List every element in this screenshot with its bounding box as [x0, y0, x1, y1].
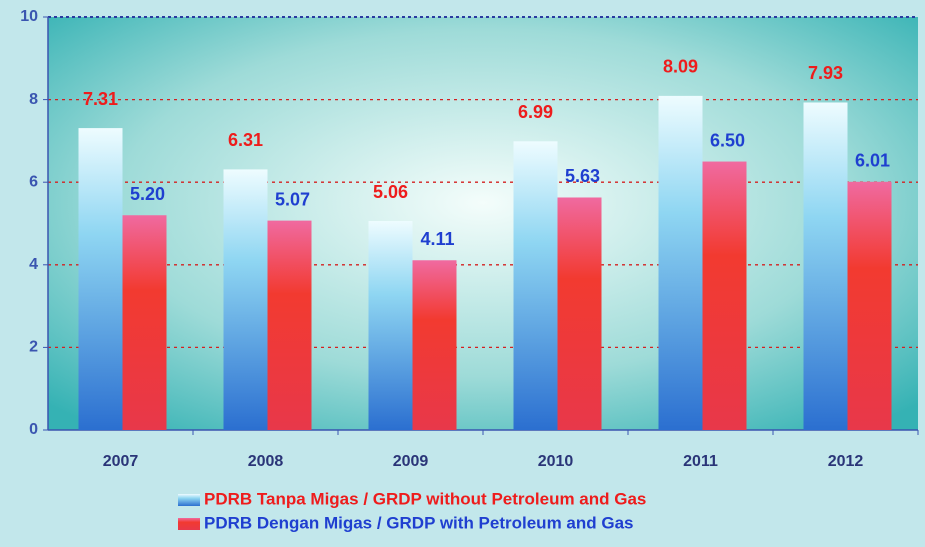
value-label: 7.31: [83, 89, 118, 109]
value-label: 5.20: [130, 184, 165, 204]
y-tick-label: 8: [29, 91, 38, 108]
plot-area: [48, 17, 918, 430]
y-tick-label: 4: [29, 256, 38, 273]
bar: [659, 96, 703, 430]
bar: [369, 221, 413, 430]
value-label: 8.09: [663, 57, 698, 77]
value-label: 6.99: [518, 102, 553, 122]
y-tick-label: 10: [20, 8, 38, 25]
value-label: 5.63: [565, 166, 600, 186]
legend-swatch: [178, 494, 200, 506]
y-tick-label: 0: [29, 421, 38, 438]
value-label: 4.11: [420, 229, 454, 249]
value-label: 5.06: [373, 182, 408, 202]
value-label: 5.07: [275, 189, 310, 209]
value-label: 6.31: [228, 130, 263, 150]
x-tick-label: 2011: [683, 453, 718, 470]
bar: [804, 102, 848, 430]
value-label: 7.93: [808, 63, 843, 83]
bar: [514, 141, 558, 430]
y-tick-label: 6: [29, 173, 38, 190]
legend-label: PDRB Tanpa Migas / GRDP without Petroleu…: [204, 489, 646, 508]
x-tick-label: 2008: [248, 453, 284, 470]
bar: [558, 197, 602, 430]
bar: [703, 162, 747, 430]
x-tick-label: 2007: [103, 453, 139, 470]
bar: [268, 221, 312, 430]
bar: [224, 169, 268, 430]
legend-swatch: [178, 518, 200, 530]
bar: [413, 260, 457, 430]
bar: [848, 182, 892, 430]
chart: 0 2 4 6 8 10 2007 7.31 5.20 2008 6.31 5.07 2009 5.06 4…: [0, 0, 925, 547]
bar: [79, 128, 123, 430]
bar: [123, 215, 167, 430]
x-tick-label: 2012: [828, 453, 864, 470]
legend-label: PDRB Dengan Migas / GRDP with Petroleum …: [204, 513, 633, 532]
x-tick-label: 2010: [538, 453, 574, 470]
value-label: 6.01: [855, 151, 890, 171]
value-label: 6.50: [710, 130, 745, 150]
x-tick-label: 2009: [393, 453, 429, 470]
y-tick-label: 2: [29, 339, 38, 356]
